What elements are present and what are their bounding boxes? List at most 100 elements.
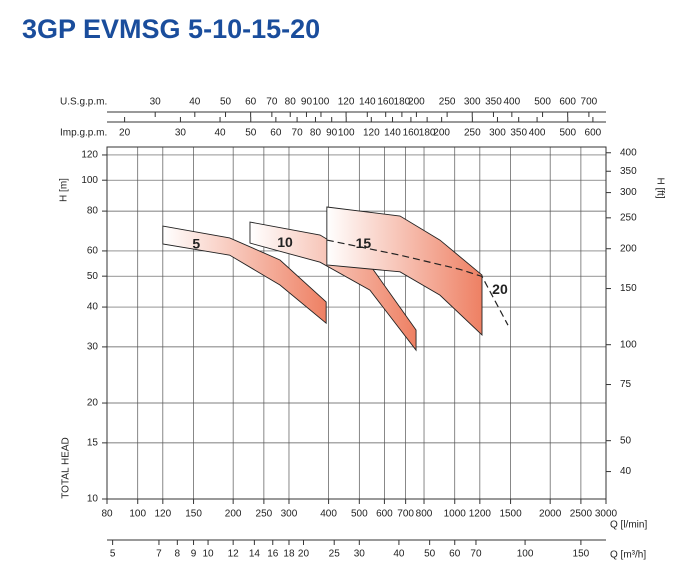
y2-tick-label: 100: [620, 339, 637, 350]
y-tick-label: 120: [81, 150, 98, 161]
y2-axis-label: H [ft]: [654, 177, 665, 198]
axis-tick-label: 9: [191, 549, 197, 560]
axis-tick-label: 30: [175, 128, 187, 139]
axis-tick-label: 300: [464, 97, 481, 108]
x-tick-label: 500: [351, 509, 368, 520]
y-tick-label: 15: [87, 438, 99, 449]
axis-tick-label: 50: [245, 128, 257, 139]
axis-tick-label: 20: [119, 128, 131, 139]
x-tick-label: 1000: [444, 509, 467, 520]
x-tick-label: 100: [129, 509, 146, 520]
y-tick-label: 30: [87, 342, 99, 353]
axis-tick-label: 12: [228, 549, 240, 560]
axis-tick-label: 400: [503, 97, 520, 108]
axis-tick-label: 100: [313, 97, 330, 108]
axis-tick-label: 30: [150, 97, 162, 108]
axis-tick-label: 30: [354, 549, 366, 560]
axis-tick-label: 150: [573, 549, 590, 560]
y2-tick-label: 350: [620, 166, 637, 177]
y2-tick-label: 250: [620, 212, 637, 223]
x-tick-label: 2500: [570, 509, 593, 520]
axis-tick-label: 200: [408, 97, 425, 108]
axis-tick-label: 80: [285, 97, 297, 108]
series-label: 5: [192, 236, 200, 252]
axis-tick-label: 120: [363, 128, 380, 139]
x-tick-label: 2000: [539, 509, 562, 520]
axis-tick-label: 160: [377, 97, 394, 108]
axis-tick-label: 5: [110, 549, 116, 560]
axis-tick-label: 70: [470, 549, 482, 560]
axis-tick-label: 120: [338, 97, 355, 108]
axis-tick-label: 40: [189, 97, 201, 108]
x-tick-label: 80: [101, 509, 113, 520]
axis-tick-label: 500: [559, 128, 576, 139]
axis-tick-label: 14: [249, 549, 261, 560]
axis-tick-label: 8: [175, 549, 181, 560]
y-tick-label: 80: [87, 206, 99, 217]
axis-tick-label: 250: [439, 97, 456, 108]
axis-tick-label: 16: [267, 549, 279, 560]
axis-tick-label: 400: [529, 128, 546, 139]
x-tick-label: 120: [154, 509, 171, 520]
axis-tick-label: 180: [419, 128, 436, 139]
axis-tick-label: 100: [338, 128, 355, 139]
y-tick-label: 20: [87, 398, 99, 409]
axis-tick-label: 70: [292, 128, 304, 139]
y-tick-label: 60: [87, 246, 99, 257]
axis-tick-label: 350: [485, 97, 502, 108]
axis-tick-label: 90: [326, 128, 338, 139]
y-tick-label: 40: [87, 302, 99, 313]
axis-tick-label: 25: [329, 549, 341, 560]
y-tick-label: 10: [87, 494, 99, 505]
x-axis-label: Q [l/min]: [610, 520, 647, 531]
y2-tick-label: 150: [620, 283, 637, 294]
axis-tick-label: 40: [214, 128, 226, 139]
axis-tick-label: 60: [449, 549, 461, 560]
axis-tick-label: 50: [220, 97, 232, 108]
y2-tick-label: 40: [620, 466, 632, 477]
series-label: 15: [356, 235, 372, 251]
plot-frame: [106, 146, 607, 500]
x-tick-label: 400: [320, 509, 337, 520]
axis-tick-label: 7: [156, 549, 162, 560]
y2-tick-label: 200: [620, 243, 637, 254]
axis-tick-label: 600: [585, 128, 602, 139]
y2-tick-label: 50: [620, 435, 632, 446]
y-side-label: TOTAL HEAD: [61, 437, 72, 499]
chart-title: 3GP EVMSG 5-10-15-20: [22, 14, 320, 44]
axis-tick-label: 80: [310, 128, 322, 139]
x-tick-label: 1200: [469, 509, 492, 520]
y-axis-label: H [m]: [59, 178, 70, 202]
imp-gpm-label: Imp.g.p.m.: [60, 128, 107, 139]
curve-band: [326, 206, 483, 337]
x-tick-label: 3000: [595, 509, 618, 520]
y-tick-label: 50: [87, 271, 99, 282]
x-tick-label: 1500: [499, 509, 522, 520]
axis-tick-label: 60: [245, 97, 257, 108]
axis-tick-label: 140: [359, 97, 376, 108]
x-tick-label: 300: [281, 509, 298, 520]
curve-band: [162, 225, 327, 325]
axis-tick-label: 100: [517, 549, 534, 560]
x-tick-label: 150: [185, 509, 202, 520]
axis-tick-label: 18: [283, 549, 295, 560]
axis-tick-label: 90: [301, 97, 313, 108]
axis-tick-label: 40: [393, 549, 405, 560]
axis-tick-label: 50: [424, 549, 436, 560]
x-tick-label: 200: [225, 509, 242, 520]
axis-tick-label: 300: [489, 128, 506, 139]
us-gpm-label: U.S.g.p.m.: [60, 97, 107, 108]
x-tick-label: 600: [376, 509, 393, 520]
axis-tick-label: 700: [581, 97, 598, 108]
series-label: 10: [277, 234, 293, 250]
m3h-axis-label: Q [m³/h]: [610, 550, 646, 561]
axis-tick-label: 200: [433, 128, 450, 139]
x-tick-label: 800: [416, 509, 433, 520]
y2-tick-label: 400: [620, 147, 637, 158]
axis-tick-label: 180: [394, 97, 411, 108]
axis-tick-label: 70: [266, 97, 278, 108]
axis-tick-label: 60: [270, 128, 282, 139]
y2-tick-label: 75: [620, 379, 632, 390]
series-label: 20: [492, 281, 508, 297]
